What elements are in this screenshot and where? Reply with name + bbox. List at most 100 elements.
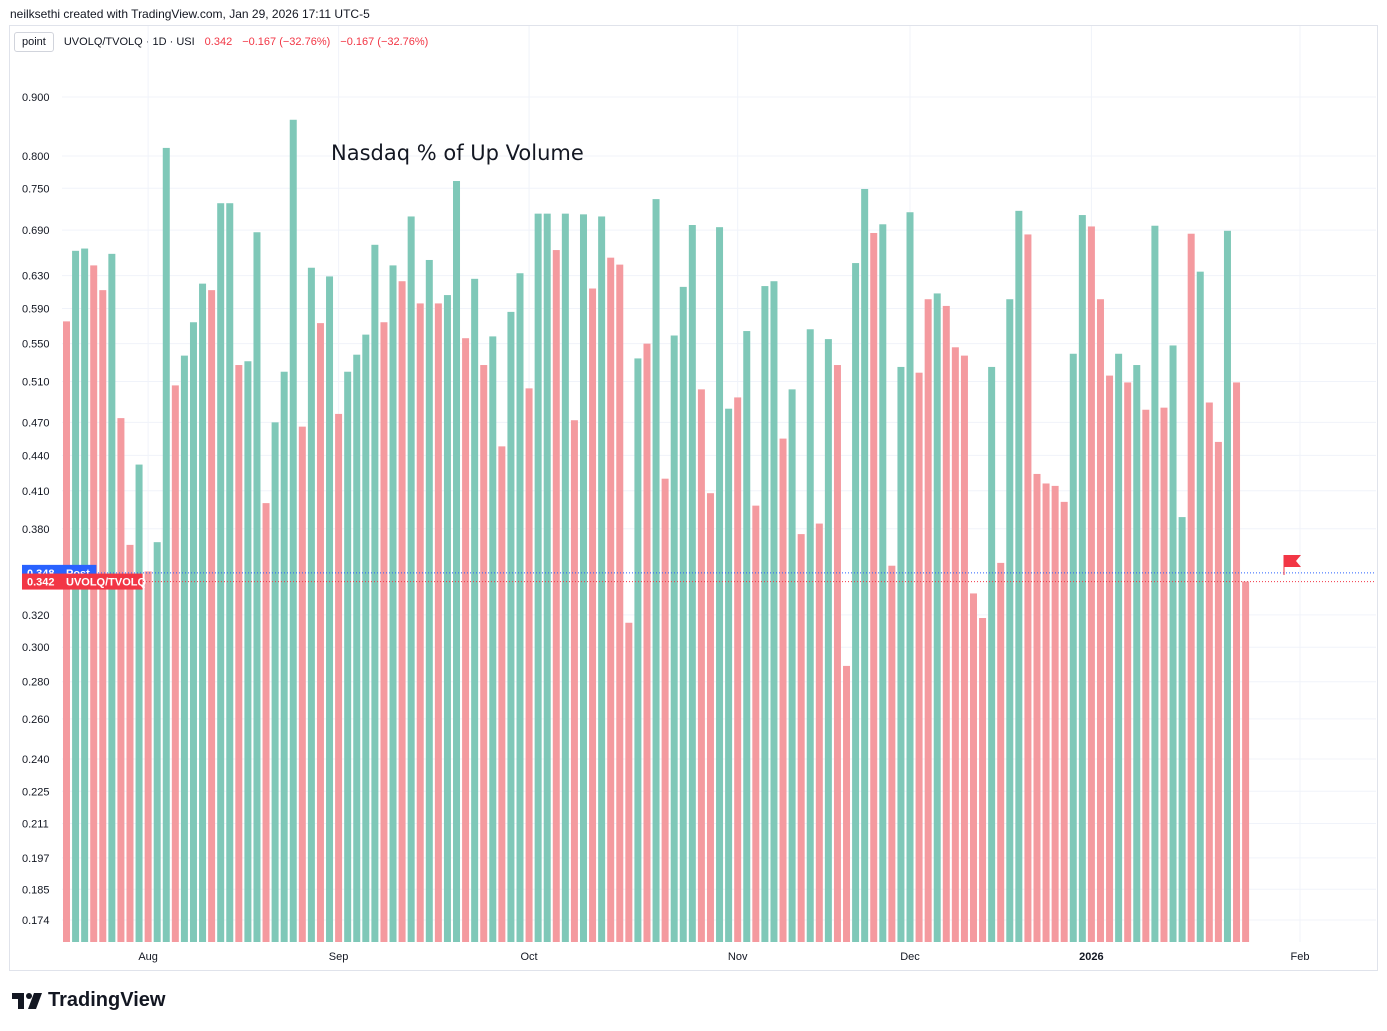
bar	[171, 385, 179, 942]
bar	[761, 286, 769, 942]
y-tick-label: 0.690	[22, 225, 50, 237]
bar	[815, 523, 823, 942]
y-tick-label: 0.185	[22, 884, 50, 896]
bar	[1051, 485, 1059, 942]
bar	[289, 119, 297, 942]
bar	[806, 329, 814, 943]
bar	[598, 216, 606, 942]
bar	[779, 438, 787, 942]
bar	[960, 355, 968, 943]
bar	[162, 147, 170, 942]
symbol-label[interactable]: UVOLQ/TVOLQ · 1D · USI	[63, 36, 195, 48]
bar	[1115, 353, 1123, 942]
y-tick-label: 0.280	[22, 677, 50, 689]
bar	[380, 322, 388, 942]
bar	[81, 248, 89, 942]
bar	[389, 265, 397, 942]
brand-name: TradingView	[48, 989, 166, 1011]
bar	[434, 303, 442, 943]
bar	[870, 232, 878, 942]
bar	[670, 335, 678, 942]
bar	[72, 250, 80, 942]
bar	[716, 227, 724, 942]
y-tick-label: 0.410	[22, 486, 50, 498]
bar	[679, 286, 687, 942]
bar	[99, 290, 107, 942]
y-tick-label: 0.240	[22, 754, 50, 766]
bar	[843, 665, 851, 942]
chart-mode-button[interactable]: point	[14, 32, 54, 52]
bar	[1015, 210, 1023, 942]
bar	[951, 347, 959, 942]
bar	[1124, 382, 1132, 942]
bar	[534, 213, 542, 943]
bar	[643, 343, 651, 942]
y-axis-ticks: 0.900 0.800 0.750 0.690 0.630 0.590 0.550 0.510…	[22, 92, 50, 927]
bar	[271, 422, 279, 942]
bar	[217, 203, 225, 942]
bar	[208, 290, 216, 942]
bar	[1069, 353, 1077, 942]
bar	[607, 257, 615, 942]
flag-marker[interactable]	[1283, 555, 1301, 575]
bar	[906, 212, 914, 943]
bar	[697, 389, 705, 943]
bar	[1060, 501, 1068, 942]
bar	[1033, 473, 1041, 942]
change-value-secondary: −0.167 (−32.76%)	[340, 36, 429, 48]
bar	[879, 224, 887, 942]
bar	[353, 354, 361, 943]
bar	[462, 338, 470, 942]
bar	[634, 358, 642, 943]
bar	[1187, 233, 1195, 943]
bar	[244, 361, 252, 942]
bar	[788, 389, 796, 943]
bar	[561, 213, 569, 943]
bar	[189, 322, 197, 942]
bar	[924, 299, 932, 942]
y-tick-label: 0.380	[22, 524, 50, 536]
bar	[1151, 225, 1159, 943]
bar	[589, 288, 597, 942]
x-axis-ticks: Aug Sep Oct Nov Dec 2026 Feb	[138, 951, 1309, 963]
bar	[443, 295, 451, 943]
bar	[117, 418, 125, 942]
bar	[997, 562, 1005, 942]
bar	[979, 618, 987, 942]
bar	[226, 203, 234, 942]
y-tick-label: 0.320	[22, 610, 50, 622]
bar	[144, 571, 152, 942]
bar	[652, 199, 660, 942]
bar	[235, 365, 243, 942]
bar	[661, 478, 669, 942]
bar	[861, 188, 869, 942]
bar	[1096, 299, 1104, 942]
bar	[570, 420, 578, 942]
y-tick-label: 0.211	[22, 818, 49, 830]
price-badge-tag: UVOLQ/TVOLQ	[66, 577, 147, 589]
bar	[579, 214, 587, 943]
chart-annotation[interactable]: Nasdaq % of Up Volume	[331, 141, 584, 165]
bar	[262, 503, 270, 942]
bar	[253, 232, 261, 942]
bar	[988, 366, 996, 942]
bar	[942, 305, 950, 943]
bar	[371, 244, 379, 942]
last-value: 0.342	[204, 36, 233, 48]
bar	[933, 293, 941, 942]
y-tick-label: 0.440	[22, 450, 50, 462]
chart-frame	[9, 25, 1378, 971]
change-value: −0.167 (−32.76%)	[242, 36, 331, 48]
y-tick-label: 0.630	[22, 271, 50, 283]
bar	[625, 622, 633, 942]
chart-legend: point UVOLQ/TVOLQ · 1D · USI 0.342 −0.16…	[14, 32, 428, 52]
bar	[616, 264, 624, 942]
bar	[743, 331, 751, 942]
bar	[1078, 215, 1086, 942]
bar	[1223, 230, 1231, 943]
y-tick-label: 0.590	[22, 303, 50, 315]
bar	[489, 336, 497, 942]
bar	[552, 250, 560, 943]
